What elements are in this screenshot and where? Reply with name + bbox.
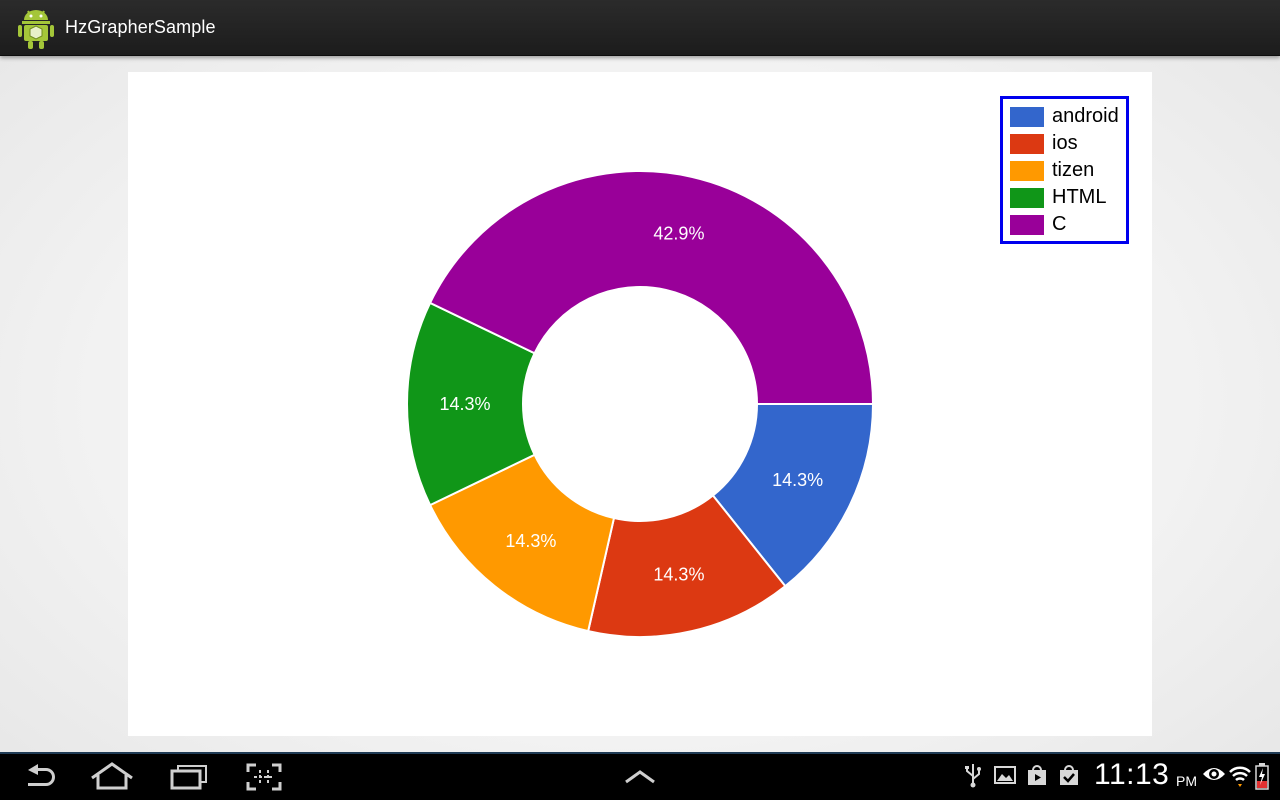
back-button[interactable]: [16, 760, 64, 796]
home-button[interactable]: [88, 760, 136, 796]
legend-label: ios: [1052, 132, 1078, 154]
legend-item-html: HTML: [1010, 186, 1126, 214]
chevron-up-icon: [625, 770, 655, 784]
status-ampm: PM: [1176, 773, 1197, 789]
battery-charging-icon: [1255, 763, 1269, 790]
eye-icon: [1203, 768, 1225, 780]
download-done-icon: [1060, 765, 1078, 785]
legend-swatch: [1010, 215, 1044, 235]
slice-label-android: 14.3%: [772, 470, 823, 490]
chart-panel: 14.3% 14.3% 14.3% 14.3% 42.9% android ios ti…: [128, 72, 1152, 736]
donut-slice-tizen: [428, 453, 616, 633]
gallery-icon: [994, 766, 1016, 784]
slice-label-html: 14.3%: [439, 394, 490, 414]
action-bar: HzGrapherSample: [0, 0, 1280, 56]
slice-label-c: 42.9%: [653, 223, 704, 243]
donut-slice-ios: [586, 494, 787, 638]
legend-item-tizen: tizen: [1010, 159, 1126, 187]
home-icon: [91, 762, 133, 790]
app-title: HzGrapherSample: [65, 17, 216, 37]
android-robot-icon[interactable]: [16, 7, 56, 51]
usb-icon: [965, 764, 981, 788]
legend-swatch: [1010, 188, 1044, 208]
donut-slice-android: [711, 403, 875, 588]
legend-item-c: C: [1010, 213, 1126, 241]
legend-label: HTML: [1052, 186, 1107, 208]
slice-label-ios: 14.3%: [653, 565, 704, 585]
system-nav-bar: [0, 752, 1280, 800]
recent-apps-button[interactable]: [164, 760, 212, 796]
chart-legend: android ios tizen HTML C: [1000, 96, 1129, 244]
donut-slice-c: [428, 170, 875, 405]
slice-label-tizen: 14.3%: [505, 531, 556, 551]
recent-apps-icon: [170, 765, 207, 790]
legend-swatch: [1010, 134, 1044, 154]
legend-item-ios: ios: [1010, 132, 1126, 160]
back-icon: [28, 764, 55, 786]
legend-swatch: [1010, 161, 1044, 181]
legend-label: android: [1052, 105, 1119, 127]
expand-button[interactable]: [616, 760, 664, 796]
wifi-icon: [1229, 766, 1251, 787]
legend-label: tizen: [1052, 159, 1095, 181]
screenshot-icon: [246, 763, 282, 791]
status-clock: 11:13: [1094, 758, 1170, 791]
legend-item-android: android: [1010, 105, 1126, 133]
screenshot-button[interactable]: [240, 760, 288, 796]
legend-swatch: [1010, 107, 1044, 127]
play-store-icon: [1028, 765, 1046, 785]
legend-label: C: [1052, 213, 1067, 235]
donut-slice-html: [406, 301, 536, 507]
donut-chart: 14.3% 14.3% 14.3% 14.3% 42.9%: [406, 170, 875, 638]
